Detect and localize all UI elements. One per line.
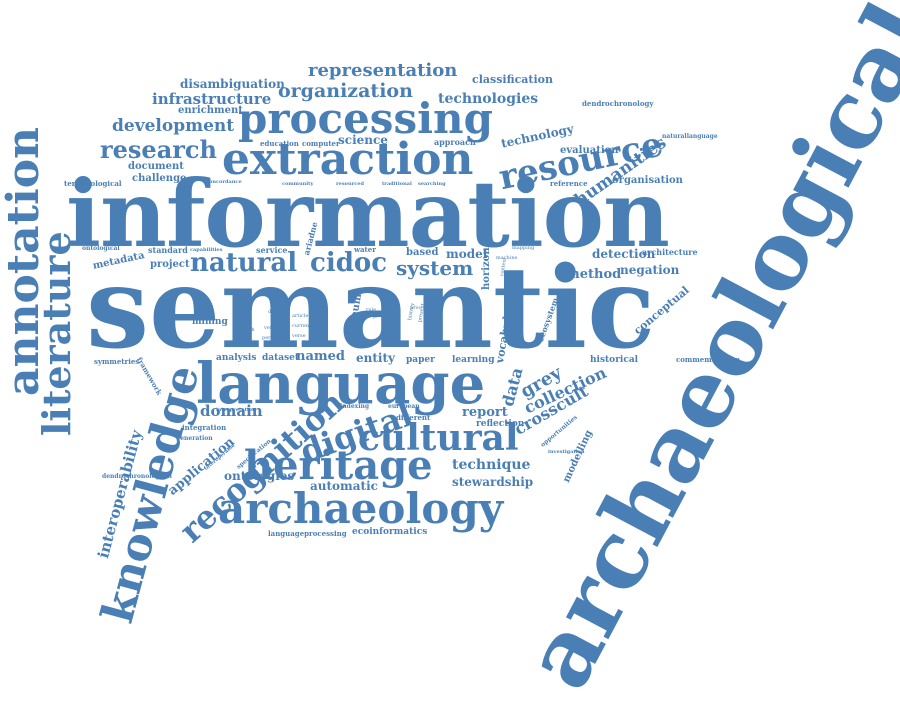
word-science: science: [338, 133, 388, 147]
word-automatic: automatic: [310, 479, 378, 493]
word-system: system: [396, 256, 474, 280]
word-different: different: [396, 413, 431, 422]
word-naturallanguage: naturallanguage: [662, 133, 718, 140]
word-detection: detection: [592, 247, 656, 261]
word-resourced: resourced: [336, 181, 364, 187]
word-machine: machine: [496, 255, 518, 261]
word-research: research: [100, 135, 217, 164]
word-language: language: [196, 351, 486, 417]
word-report: report: [462, 405, 508, 420]
word-languageprocessing: languageprocessing: [268, 529, 347, 538]
word-traditional: traditional: [382, 181, 412, 187]
word-natural: natural: [190, 248, 298, 278]
word-semantic: semantic: [86, 243, 656, 374]
word-architecture: architecture: [642, 247, 698, 257]
word-method: method: [566, 267, 622, 282]
word-commemoration: commemoration: [676, 355, 741, 364]
word-reference: reference: [550, 179, 588, 188]
word-analysis: analysis: [216, 353, 257, 363]
word-sketch: sketch: [238, 327, 255, 333]
word-challenge: challenge: [132, 173, 187, 184]
word-proc: proc: [410, 305, 422, 311]
word-modelling: modelling: [561, 428, 595, 485]
word-learning: learning: [452, 355, 495, 365]
word-education: education: [260, 139, 299, 148]
word-processing: processing: [238, 94, 493, 143]
word-dendrochronology: dendrochronology: [582, 99, 654, 108]
word-model: model: [446, 247, 488, 261]
word-venue: venue: [264, 325, 280, 331]
word-entity: entity: [356, 351, 395, 365]
word-enrichment: enrichment: [178, 105, 243, 116]
word-disambiguation: disambiguation: [180, 77, 285, 91]
word-standard: standard: [148, 245, 188, 255]
word-organisation: organisation: [612, 175, 683, 186]
word-negation: negation: [620, 263, 680, 277]
word-representation: representation: [308, 60, 458, 81]
word-generation: generation: [176, 435, 213, 442]
word-rule: rule: [366, 307, 377, 313]
word-project: project: [150, 259, 190, 270]
word-technique: technique: [452, 457, 531, 473]
word-approach: approach: [434, 137, 476, 147]
word-classification: classification: [472, 73, 553, 86]
word-information: information: [66, 160, 670, 268]
word-dendrochronological: dendrochronological: [102, 473, 172, 480]
word-horizon: horizon: [481, 247, 492, 290]
word-based: based: [406, 247, 439, 258]
word-document: document: [128, 161, 184, 172]
word-ontologies: ontologies: [224, 469, 295, 483]
word-cultural: cultural: [358, 417, 519, 459]
word-computer: computer: [302, 139, 340, 148]
word-cidoc: cidoc: [310, 248, 388, 278]
word-european: european: [388, 403, 420, 410]
word-historical: historical: [590, 355, 639, 365]
word-current: current: [292, 323, 311, 329]
word-personal: personal: [262, 335, 284, 341]
word-extraction: extraction: [222, 134, 474, 185]
word-infrastructure: infrastructure: [152, 90, 272, 108]
word-organization: organization: [278, 80, 413, 102]
word-capabilities: capabilities: [190, 247, 223, 253]
word-mining: mining: [192, 317, 228, 327]
word-ontological: ontological: [82, 245, 120, 252]
word-result: result: [428, 315, 443, 321]
word-service: service: [256, 245, 288, 255]
word-symmetries: symmetries: [94, 357, 140, 366]
word-domain: domain: [200, 402, 263, 420]
word-development: development: [112, 116, 235, 136]
word-water: water: [354, 245, 376, 254]
word-reflection: reflection: [476, 419, 525, 429]
word-article: article: [292, 313, 309, 319]
word-integration: integration: [182, 423, 227, 432]
word-archaeology: archaeology: [218, 484, 504, 533]
word-technologies: technologies: [438, 91, 539, 107]
word-evaluation: evaluation: [560, 145, 619, 156]
word-literature: literature: [34, 231, 79, 436]
word-verse: verse: [292, 333, 306, 339]
word-mapping: mapping: [512, 245, 535, 251]
word-named: named: [296, 349, 345, 364]
word-community: community: [282, 181, 314, 187]
word-terminological: terminological: [64, 179, 122, 188]
word-indexing: indexing: [340, 403, 370, 410]
word-interpretation: interpretation: [216, 407, 256, 413]
word-describe: describe: [268, 309, 290, 315]
word-heritage: heritage: [244, 442, 433, 489]
word-searching: searching: [418, 181, 446, 187]
word-investigation: investigation: [548, 449, 585, 455]
word-ecoinformatics: ecoinformatics: [352, 527, 428, 537]
word-paper: paper: [406, 355, 435, 365]
word-stewardship: stewardship: [452, 475, 534, 489]
word-dataset: dataset: [262, 353, 300, 363]
word-concordance: concordance: [206, 179, 242, 185]
